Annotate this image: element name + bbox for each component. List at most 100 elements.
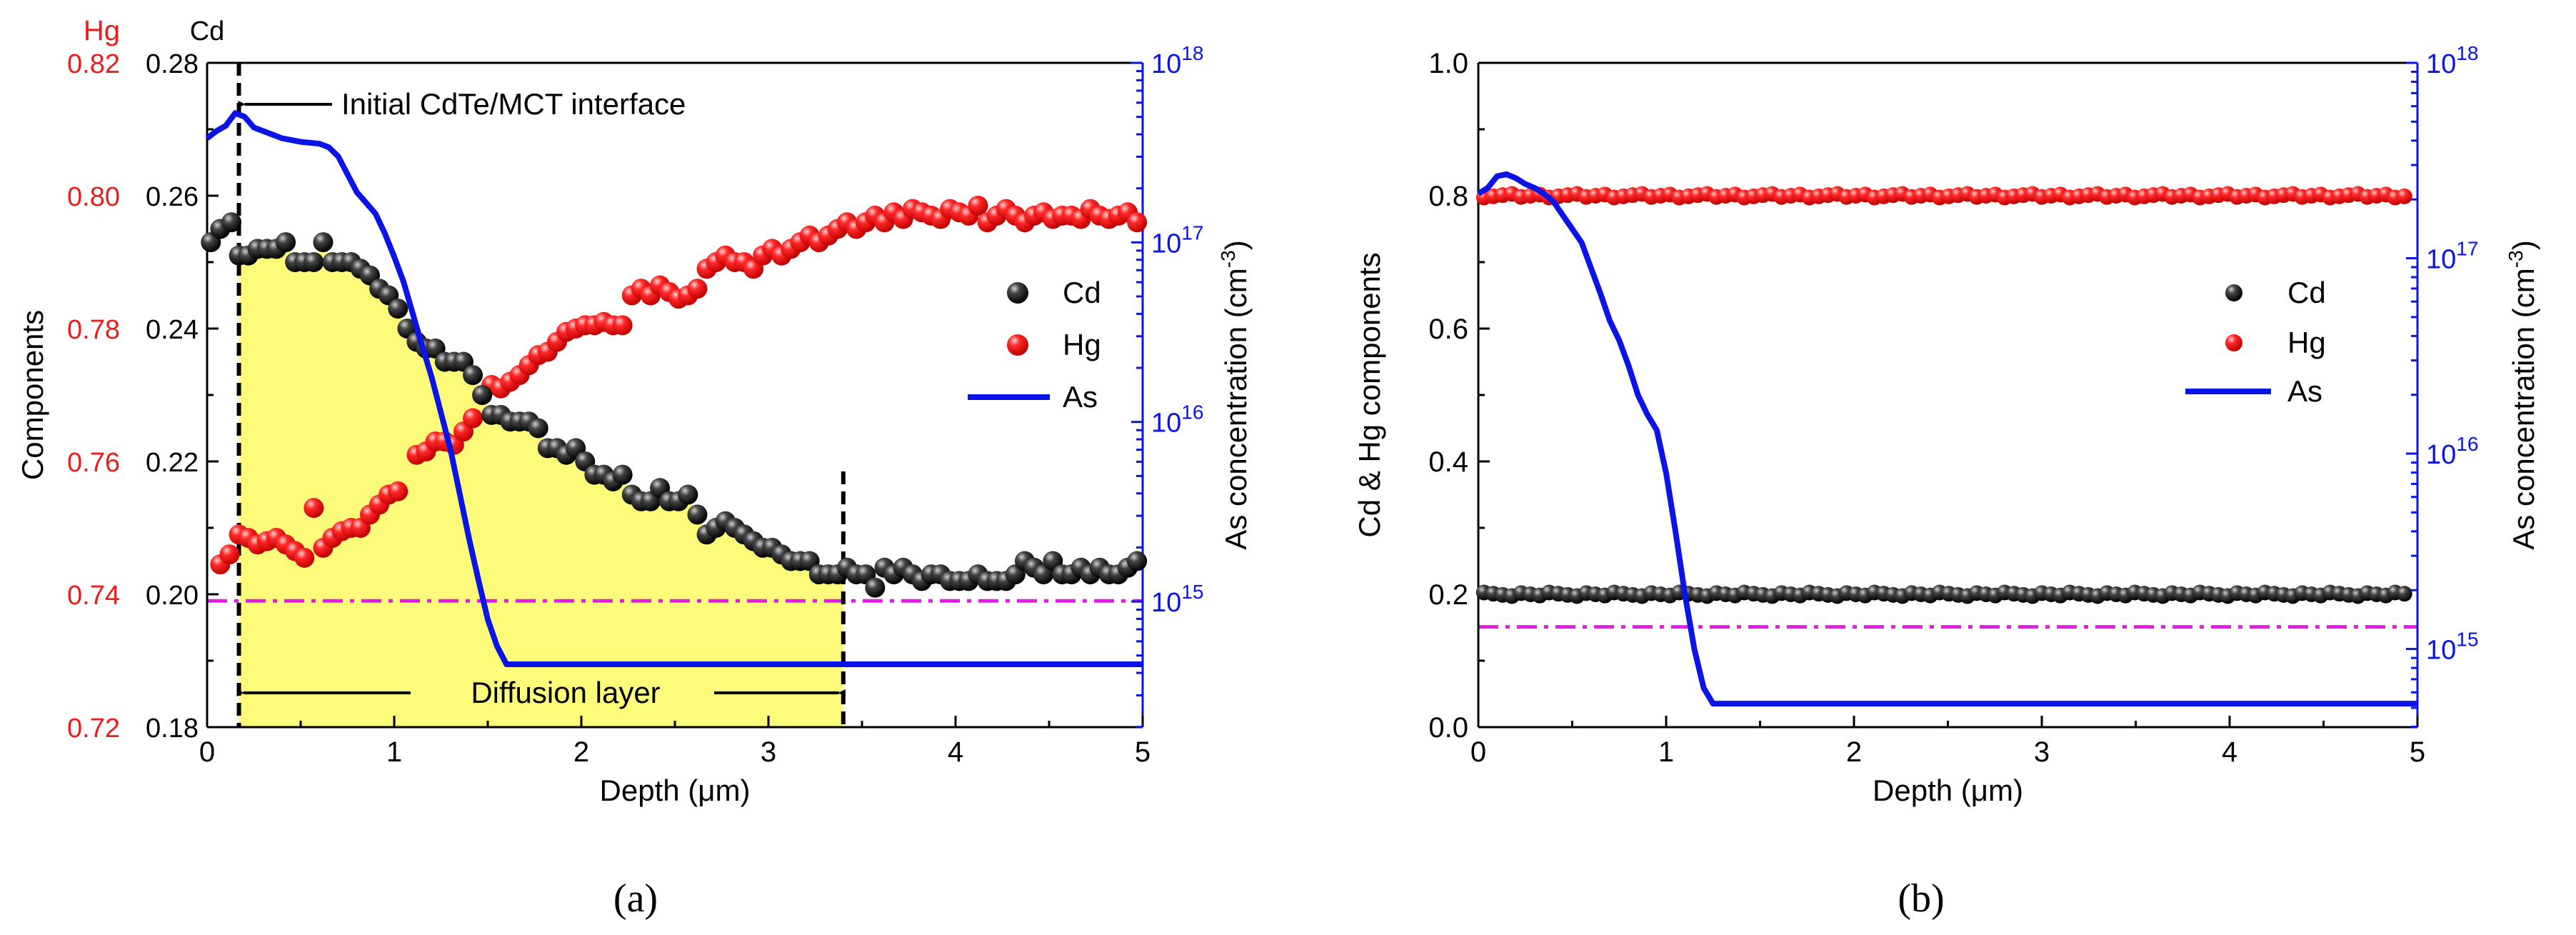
panel-caption-b: (b) xyxy=(1898,876,1944,921)
as-series-line xyxy=(205,110,1143,668)
cd-data-point xyxy=(2396,586,2412,602)
hg-data-point xyxy=(219,544,240,565)
legend-cd-marker xyxy=(1007,282,1028,304)
x-axis-label: Depth (μm) xyxy=(600,774,751,807)
cd-tick-label: 0.28 xyxy=(146,49,199,79)
legend-as-label: As xyxy=(1063,380,1098,414)
x-tick-label: 5 xyxy=(1135,736,1151,768)
chart-panel-b: 0 1 2 3 4 5 Depth (μm) 0.0 0.2 0.4 0.6 0.8 1.0 Cd & H… xyxy=(1353,42,2540,921)
as-tick-base: 10 xyxy=(1151,409,1181,439)
chart-panel-a: 0 1 2 3 4 5 Depth (μm) 0.18 0.20 0.22 0.24 0.26 0.28… xyxy=(16,15,1253,921)
y-tick-label: 1.0 xyxy=(1428,48,1468,79)
as-tick-exp: 16 xyxy=(1181,401,1203,424)
legend-cd-marker xyxy=(2225,284,2242,301)
hg-tick-label: 0.78 xyxy=(67,315,120,345)
cd-data-point xyxy=(612,464,633,485)
x-tick-label: 1 xyxy=(386,736,402,768)
y-axis-label-left: Components xyxy=(16,310,49,480)
as-tick-exp: 16 xyxy=(2456,433,2478,455)
hg-data-point xyxy=(687,279,708,299)
as-tick-label: 1016 xyxy=(2426,433,2478,470)
as-tick-label: 1018 xyxy=(1151,42,1203,79)
hg-tick-label: 0.74 xyxy=(67,581,120,611)
as-series-line xyxy=(1476,171,2417,707)
cd-data-point xyxy=(865,577,886,598)
hg-tick-label: 0.80 xyxy=(67,182,120,212)
x-tick-label: 0 xyxy=(199,736,215,768)
y-tick-label: 0.4 xyxy=(1428,446,1468,478)
legend-as-label: As xyxy=(2287,374,2322,408)
hg-data-point xyxy=(968,195,988,216)
x-axis-label: Depth (μm) xyxy=(1873,774,2023,807)
hg-tick-label: 0.72 xyxy=(67,714,120,744)
y-label-right-main: As concentration (cm xyxy=(1219,268,1253,550)
as-tick-base: 10 xyxy=(2426,636,2456,666)
as-tick-label: 1015 xyxy=(1151,581,1203,618)
x-tick-label: 4 xyxy=(948,736,963,768)
cd-data-point xyxy=(313,232,334,253)
legend-hg-label: Hg xyxy=(1063,328,1101,361)
hg-data-point xyxy=(304,498,324,519)
legend-hg-label: Hg xyxy=(2287,326,2326,359)
cd-tick-label: 0.18 xyxy=(146,714,199,744)
as-tick-exp: 18 xyxy=(1181,42,1203,64)
cd-data-point xyxy=(463,365,483,386)
as-tick-label: 1016 xyxy=(1151,401,1203,439)
as-tick-base: 10 xyxy=(2426,245,2456,275)
x-tick-label: 2 xyxy=(573,736,589,768)
cd-data-point xyxy=(528,418,548,439)
y-axis-label-right: As concentration (cm-3) xyxy=(2505,240,2540,549)
x-tick-label: 3 xyxy=(761,736,776,768)
cd-tick-label: 0.26 xyxy=(146,182,199,212)
as-tick-base: 10 xyxy=(1151,229,1181,259)
interface-annotation: Initial CdTe/MCT interface xyxy=(341,87,686,121)
legend-hg-marker xyxy=(1007,334,1028,356)
as-tick-base: 10 xyxy=(1151,49,1181,79)
x-tick-label: 3 xyxy=(2034,736,2050,768)
cd-axis-title: Cd xyxy=(190,16,225,46)
legend-hg-marker xyxy=(2225,334,2242,351)
x-tick-label: 4 xyxy=(2222,736,2237,768)
as-tick-label: 1018 xyxy=(2426,42,2478,79)
cd-tick-label: 0.20 xyxy=(146,581,199,611)
y-tick-label: 0.2 xyxy=(1428,579,1468,611)
as-tick-exp: 18 xyxy=(2456,42,2478,64)
y-tick-label: 0.0 xyxy=(1428,712,1468,744)
as-tick-base: 10 xyxy=(1151,588,1181,618)
hg-data-point xyxy=(294,547,315,568)
as-tick-exp: 15 xyxy=(1181,581,1203,603)
legend-cd-label: Cd xyxy=(1063,276,1101,309)
y-label-right-sup: -3 xyxy=(2505,250,2527,268)
as-tick-exp: 17 xyxy=(2456,238,2478,260)
cd-data-point xyxy=(388,299,409,319)
hg-data-point xyxy=(612,315,633,336)
x-tick-label: 0 xyxy=(1470,736,1486,768)
hg-data-point xyxy=(1127,212,1148,233)
cd-tick-label: 0.24 xyxy=(146,315,199,345)
x-tick-label: 5 xyxy=(2410,736,2425,768)
hg-data-point xyxy=(388,481,409,501)
y-label-right-main: As concentration (cm xyxy=(2507,268,2540,550)
as-tick-exp: 15 xyxy=(2456,629,2478,651)
y-axis-label-left: Cd & Hg components xyxy=(1353,252,1386,537)
y-axis-label-right: As concentration (cm-3) xyxy=(1217,240,1253,549)
cd-data-point xyxy=(678,484,698,505)
hg-tick-label: 0.76 xyxy=(67,448,120,478)
cd-tick-label: 0.22 xyxy=(146,448,199,478)
hg-data-point xyxy=(2396,188,2412,204)
x-tick-label: 1 xyxy=(1658,736,1674,768)
y-label-right-sup: -3 xyxy=(1217,250,1239,268)
as-tick-label: 1015 xyxy=(2426,629,2478,666)
as-tick-label: 1017 xyxy=(1151,221,1203,259)
y-label-right-end: ) xyxy=(1219,240,1253,250)
hg-axis-title: Hg xyxy=(84,15,120,46)
as-tick-exp: 17 xyxy=(1181,221,1203,244)
legend-cd-label: Cd xyxy=(2287,276,2326,309)
as-tick-base: 10 xyxy=(2426,440,2456,470)
cd-data-point xyxy=(1127,551,1148,571)
as-tick-base: 10 xyxy=(2426,49,2456,79)
cd-data-point xyxy=(304,252,324,272)
hg-data-point xyxy=(463,408,483,429)
cd-data-point xyxy=(687,504,708,525)
